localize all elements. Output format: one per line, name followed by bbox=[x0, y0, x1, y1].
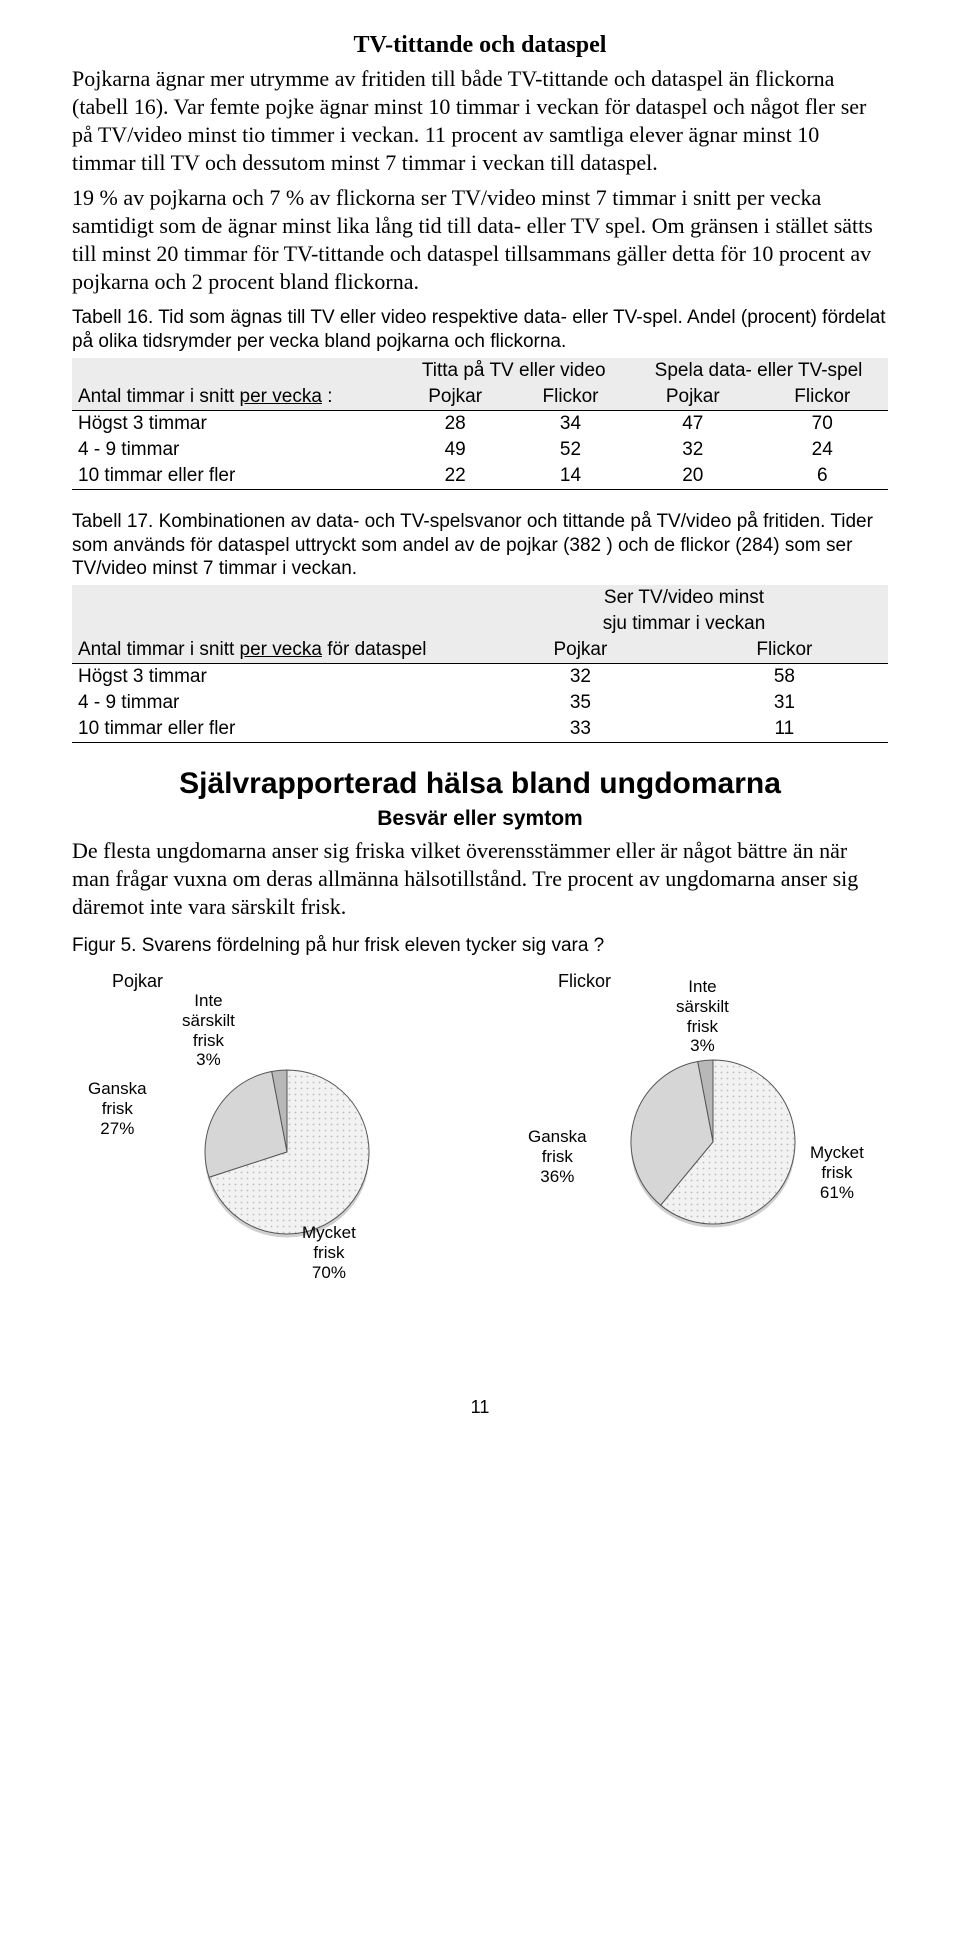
table17: Ser TV/video minst sju timmar i veckan A… bbox=[72, 585, 888, 743]
paragraph-1: Pojkarna ägnar mer utrymme av fritiden t… bbox=[72, 65, 888, 178]
table17-col: Flickor bbox=[681, 637, 888, 664]
paragraph-3: De flesta ungdomarna anser sig friska vi… bbox=[72, 837, 888, 921]
table-row: 10 timmar eller fler 22 14 20 6 bbox=[72, 463, 888, 490]
table17-group-top: Ser TV/video minst bbox=[480, 585, 888, 611]
table16-group2: Spela data- eller TV-spel bbox=[629, 358, 888, 384]
table16-col: Flickor bbox=[756, 384, 888, 411]
table-row: 4 - 9 timmar 35 31 bbox=[72, 690, 888, 716]
table16-rowhead: Antal timmar i snitt per vecka : bbox=[72, 384, 398, 411]
page-number: 11 bbox=[72, 1397, 888, 1418]
pie-pojkar: Pojkar Ganskafrisk27% Intesärskiltfrisk3… bbox=[72, 967, 472, 1287]
pie-flickor: Flickor Ganskafrisk36% Intesärskiltfrisk… bbox=[488, 967, 888, 1287]
pie-chart-icon bbox=[192, 1057, 382, 1247]
table-row: 4 - 9 timmar 49 52 32 24 bbox=[72, 437, 888, 463]
section-subtitle: Besvär eller symtom bbox=[72, 807, 888, 831]
table17-group-bot: sju timmar i veckan bbox=[480, 611, 888, 637]
table17-rowhead: Antal timmar i snitt per vecka för datas… bbox=[72, 637, 480, 664]
table-row: Högst 3 timmar 28 34 47 70 bbox=[72, 410, 888, 437]
pie-pojkar-title: Pojkar bbox=[112, 971, 163, 992]
pie-chart-icon bbox=[618, 1047, 808, 1237]
pie-label-inte: Intesärskiltfrisk3% bbox=[676, 977, 729, 1055]
table17-col: Pojkar bbox=[480, 637, 681, 664]
paragraph-2: 19 % av pojkarna och 7 % av flickorna se… bbox=[72, 184, 888, 297]
pie-label-mycket: Mycketfrisk61% bbox=[810, 1143, 864, 1202]
pie-label-inte: Intesärskiltfrisk3% bbox=[182, 991, 235, 1069]
table16-group1: Titta på TV eller video bbox=[398, 358, 629, 384]
table16: Titta på TV eller video Spela data- elle… bbox=[72, 358, 888, 490]
pie-label-ganska: Ganskafrisk36% bbox=[528, 1127, 587, 1186]
page-content: TV-tittande och dataspel Pojkarna ägnar … bbox=[0, 0, 960, 1442]
figure5-caption: Figur 5. Svarens fördelning på hur frisk… bbox=[72, 935, 888, 957]
section-title: Självrapporterad hälsa bland ungdomarna bbox=[72, 767, 888, 801]
table16-col: Pojkar bbox=[629, 384, 756, 411]
table16-caption: Tabell 16. Tid som ägnas till TV eller v… bbox=[72, 306, 888, 354]
pie-flickor-title: Flickor bbox=[558, 971, 611, 992]
section-heading: TV-tittande och dataspel bbox=[72, 32, 888, 59]
table16-col: Flickor bbox=[512, 384, 629, 411]
pie-label-ganska: Ganskafrisk27% bbox=[88, 1079, 147, 1138]
table16-col: Pojkar bbox=[398, 384, 512, 411]
figure5-charts: Pojkar Ganskafrisk27% Intesärskiltfrisk3… bbox=[72, 967, 888, 1287]
pie-label-mycket: Mycketfrisk70% bbox=[302, 1223, 356, 1282]
table17-caption: Tabell 17. Kombinationen av data- och TV… bbox=[72, 510, 888, 581]
table-row: 10 timmar eller fler 33 11 bbox=[72, 716, 888, 743]
table-row: Högst 3 timmar 32 58 bbox=[72, 664, 888, 691]
